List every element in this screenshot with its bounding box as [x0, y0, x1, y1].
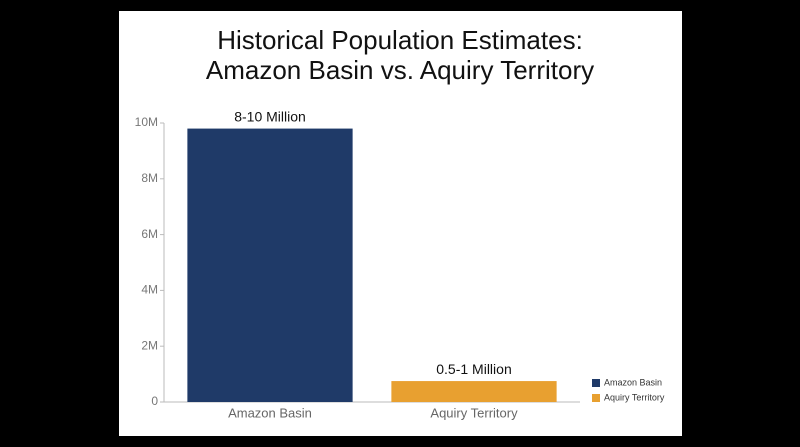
bar [187, 128, 353, 402]
legend-swatch [592, 394, 600, 402]
x-tick-label: Amazon Basin [228, 405, 312, 420]
bar [391, 381, 557, 402]
y-tick-label: 6M [141, 227, 158, 241]
y-tick-label: 8M [141, 171, 158, 185]
chart-title: Amazon Basin vs. Aquiry Territory [206, 55, 594, 85]
y-tick-label: 10M [135, 115, 158, 129]
y-tick-label: 0 [151, 394, 158, 408]
annotation: 8-10 Million [234, 108, 306, 124]
chart-title: Historical Population Estimates: [217, 25, 583, 55]
legend-swatch [592, 379, 600, 387]
y-tick-label: 2M [141, 338, 158, 352]
x-tick-label: Aquiry Territory [430, 405, 518, 420]
annotation: 0.5-1 Million [436, 361, 511, 377]
legend-label: Amazon Basin [604, 377, 662, 387]
legend-label: Aquiry Territory [604, 392, 665, 402]
y-tick-label: 4M [141, 283, 158, 297]
